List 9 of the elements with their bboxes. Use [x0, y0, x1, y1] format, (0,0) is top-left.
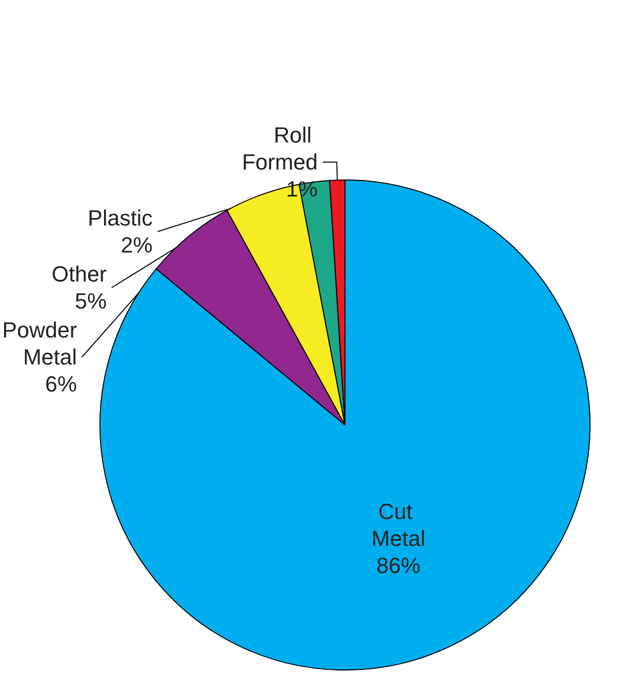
data-label: 2% — [120, 232, 153, 258]
data-label: 6% — [45, 372, 77, 397]
slice-label: Roll Formed — [242, 122, 318, 175]
slice-label: Cut Metal — [372, 499, 426, 552]
slice-label: Plastic — [88, 206, 153, 231]
slice-label: Other — [52, 262, 107, 287]
slice-label: Powder Metal — [2, 318, 77, 370]
data-label: 5% — [74, 288, 107, 314]
data-label: 86% — [376, 553, 420, 578]
